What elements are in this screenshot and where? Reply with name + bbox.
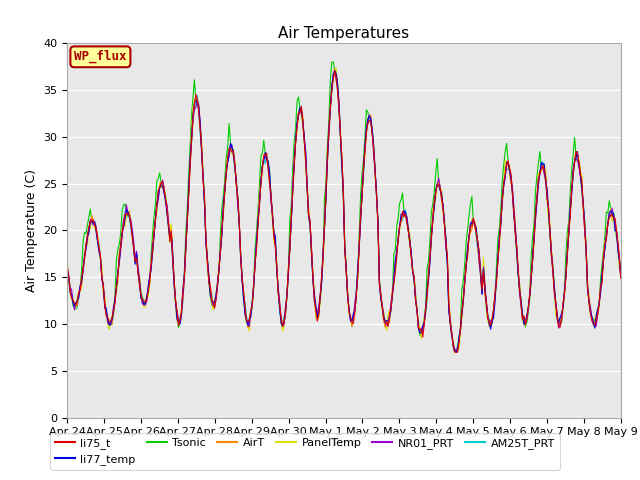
li75_t xyxy=(99,281,107,287)
Text: WP_flux: WP_flux xyxy=(74,50,127,63)
Tsonic xyxy=(617,268,625,274)
NR01_PRT xyxy=(63,264,71,270)
Y-axis label: Air Temperature (C): Air Temperature (C) xyxy=(25,169,38,292)
li77_temp xyxy=(82,245,90,251)
AM25T_PRT xyxy=(543,193,551,199)
Legend: li75_t, li77_temp, Tsonic, AirT, PanelTemp, NR01_PRT, AM25T_PRT: li75_t, li77_temp, Tsonic, AirT, PanelTe… xyxy=(51,433,559,469)
li77_temp xyxy=(63,267,71,273)
PanelTemp xyxy=(543,197,551,203)
AirT xyxy=(461,280,468,286)
AirT xyxy=(617,272,625,278)
Tsonic xyxy=(349,314,357,320)
AM25T_PRT xyxy=(616,259,623,264)
li77_temp xyxy=(349,311,357,316)
PanelTemp xyxy=(63,257,71,263)
NR01_PRT xyxy=(349,314,357,320)
AirT xyxy=(452,349,460,355)
Tsonic xyxy=(452,349,460,355)
li77_temp xyxy=(543,186,551,192)
Tsonic xyxy=(616,256,623,262)
PanelTemp xyxy=(332,65,340,71)
Line: AM25T_PRT: AM25T_PRT xyxy=(67,74,621,352)
AM25T_PRT xyxy=(451,349,458,355)
li75_t xyxy=(331,68,339,73)
Line: NR01_PRT: NR01_PRT xyxy=(67,72,621,352)
NR01_PRT xyxy=(452,349,460,355)
li77_temp xyxy=(617,275,625,281)
PanelTemp xyxy=(99,294,107,300)
Tsonic xyxy=(99,284,107,290)
li77_temp xyxy=(461,279,468,285)
Line: PanelTemp: PanelTemp xyxy=(67,68,621,352)
AirT xyxy=(63,269,71,275)
AM25T_PRT xyxy=(63,267,71,273)
NR01_PRT xyxy=(543,195,551,201)
PanelTemp xyxy=(349,315,357,321)
Line: li77_temp: li77_temp xyxy=(67,71,621,352)
li75_t xyxy=(451,349,458,355)
PanelTemp xyxy=(451,349,458,355)
Tsonic xyxy=(63,267,71,273)
li75_t xyxy=(543,195,551,201)
AM25T_PRT xyxy=(99,287,107,292)
li75_t xyxy=(349,321,357,326)
NR01_PRT xyxy=(99,285,107,291)
li77_temp xyxy=(454,349,461,355)
AM25T_PRT xyxy=(617,272,625,278)
AirT xyxy=(349,317,357,323)
AM25T_PRT xyxy=(461,278,468,284)
Line: Tsonic: Tsonic xyxy=(67,61,621,352)
li75_t xyxy=(461,281,468,287)
NR01_PRT xyxy=(616,254,623,260)
li75_t xyxy=(617,275,625,281)
PanelTemp xyxy=(461,274,468,280)
Line: li75_t: li75_t xyxy=(67,71,621,352)
Tsonic xyxy=(82,231,90,237)
li77_temp xyxy=(99,282,107,288)
PanelTemp xyxy=(82,240,90,246)
AirT xyxy=(82,241,90,247)
NR01_PRT xyxy=(82,246,90,252)
X-axis label: Time: Time xyxy=(330,439,358,449)
Tsonic xyxy=(330,59,337,64)
li77_temp xyxy=(616,258,623,264)
Tsonic xyxy=(461,262,468,267)
li75_t xyxy=(616,255,623,261)
AirT xyxy=(543,187,551,193)
AirT xyxy=(99,287,107,293)
AM25T_PRT xyxy=(82,246,90,252)
AirT xyxy=(331,66,339,72)
NR01_PRT xyxy=(331,70,339,75)
AirT xyxy=(616,254,623,260)
Tsonic xyxy=(543,195,551,201)
li75_t xyxy=(82,241,90,247)
NR01_PRT xyxy=(617,271,625,277)
PanelTemp xyxy=(616,265,623,271)
PanelTemp xyxy=(617,269,625,275)
NR01_PRT xyxy=(461,277,468,283)
AM25T_PRT xyxy=(349,316,357,322)
Line: AirT: AirT xyxy=(67,69,621,352)
Title: Air Temperatures: Air Temperatures xyxy=(278,25,410,41)
li75_t xyxy=(63,263,71,269)
li77_temp xyxy=(331,68,339,73)
AM25T_PRT xyxy=(330,71,337,77)
